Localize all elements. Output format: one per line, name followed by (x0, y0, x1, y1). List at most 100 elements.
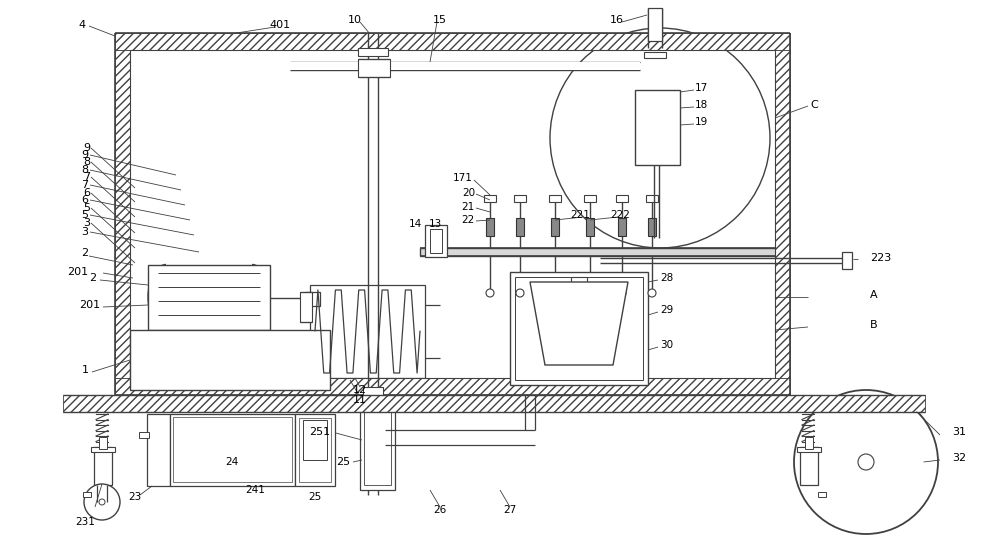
Text: 21: 21 (462, 202, 475, 212)
Bar (842, 252, 852, 269)
Text: 20: 20 (462, 188, 475, 198)
Text: 5: 5 (83, 203, 90, 213)
Bar (586, 218, 594, 236)
Text: 223: 223 (870, 253, 891, 263)
Text: 24: 24 (225, 457, 239, 467)
Text: 25: 25 (336, 457, 350, 467)
Text: 9: 9 (83, 143, 90, 153)
Text: 32: 32 (952, 453, 966, 463)
Text: 11: 11 (353, 395, 367, 405)
Text: 222: 222 (610, 210, 630, 220)
Bar (83, 492, 91, 497)
Bar (805, 437, 813, 449)
Circle shape (99, 499, 105, 505)
Text: B: B (870, 320, 878, 330)
Bar (364, 400, 391, 485)
Text: 201: 201 (79, 300, 101, 310)
Text: 7: 7 (83, 172, 90, 182)
Bar (173, 417, 292, 482)
Text: 4: 4 (78, 20, 86, 30)
Text: 231: 231 (75, 517, 95, 527)
Text: 241: 241 (245, 485, 265, 495)
Bar (486, 218, 494, 236)
Bar (115, 378, 790, 395)
Bar (94, 447, 112, 485)
Text: 10: 10 (348, 15, 362, 25)
Bar (484, 195, 496, 202)
Bar (797, 447, 821, 452)
Bar (139, 432, 149, 438)
Bar (618, 218, 626, 236)
Bar (130, 330, 330, 390)
Text: 3: 3 (83, 218, 90, 228)
Bar (514, 195, 526, 202)
Circle shape (486, 289, 494, 297)
Text: 6: 6 (81, 195, 88, 205)
Bar (290, 62, 640, 70)
Bar (300, 292, 312, 322)
Bar (648, 218, 656, 236)
Circle shape (648, 289, 656, 297)
Bar (616, 195, 628, 202)
Text: 25: 25 (308, 492, 322, 502)
Polygon shape (530, 282, 628, 365)
Text: 8: 8 (81, 165, 88, 175)
Bar (91, 447, 115, 452)
Text: 17: 17 (695, 83, 708, 93)
Text: 221: 221 (570, 210, 590, 220)
Bar (571, 277, 587, 285)
Text: 16: 16 (610, 15, 624, 25)
Text: 8: 8 (83, 157, 90, 167)
Bar (646, 195, 658, 202)
Bar (299, 418, 331, 482)
Text: 401: 401 (269, 20, 291, 30)
Text: 26: 26 (433, 505, 447, 515)
Circle shape (516, 289, 524, 297)
Bar (115, 33, 790, 50)
Circle shape (84, 484, 120, 520)
Bar (775, 50, 790, 378)
Text: 201: 201 (67, 267, 88, 277)
Bar (295, 414, 335, 486)
Text: 5: 5 (81, 210, 88, 220)
Circle shape (551, 289, 559, 297)
Bar (170, 414, 295, 486)
Bar (425, 225, 447, 257)
Text: 27: 27 (503, 505, 517, 515)
Text: 13: 13 (428, 219, 442, 229)
Bar (358, 48, 388, 56)
Text: 29: 29 (660, 305, 673, 315)
Text: 19: 19 (695, 117, 708, 127)
Text: 1: 1 (82, 365, 88, 375)
Bar (310, 285, 425, 378)
Text: C: C (810, 100, 818, 110)
Bar (800, 447, 818, 485)
Bar (584, 195, 596, 202)
Circle shape (858, 454, 874, 470)
Circle shape (550, 28, 770, 248)
Bar (635, 90, 680, 165)
Circle shape (586, 289, 594, 297)
Bar (360, 395, 395, 490)
Text: 3: 3 (81, 227, 88, 237)
Bar (148, 265, 270, 330)
Bar (551, 218, 559, 236)
Bar (115, 50, 130, 378)
Text: 9: 9 (81, 150, 88, 160)
Bar (549, 195, 561, 202)
Bar (644, 52, 666, 58)
Bar (648, 8, 662, 41)
Text: 12: 12 (353, 385, 367, 395)
Bar (510, 272, 648, 385)
Text: 7: 7 (81, 180, 88, 190)
Text: 18: 18 (695, 100, 708, 110)
Text: 251: 251 (309, 427, 331, 437)
Text: 22: 22 (462, 215, 475, 225)
Bar (420, 248, 775, 256)
Bar (147, 414, 170, 486)
Bar (430, 229, 442, 253)
Bar (303, 420, 327, 460)
Text: 30: 30 (660, 340, 673, 350)
Text: 171: 171 (453, 173, 473, 183)
Text: 2: 2 (81, 248, 88, 258)
